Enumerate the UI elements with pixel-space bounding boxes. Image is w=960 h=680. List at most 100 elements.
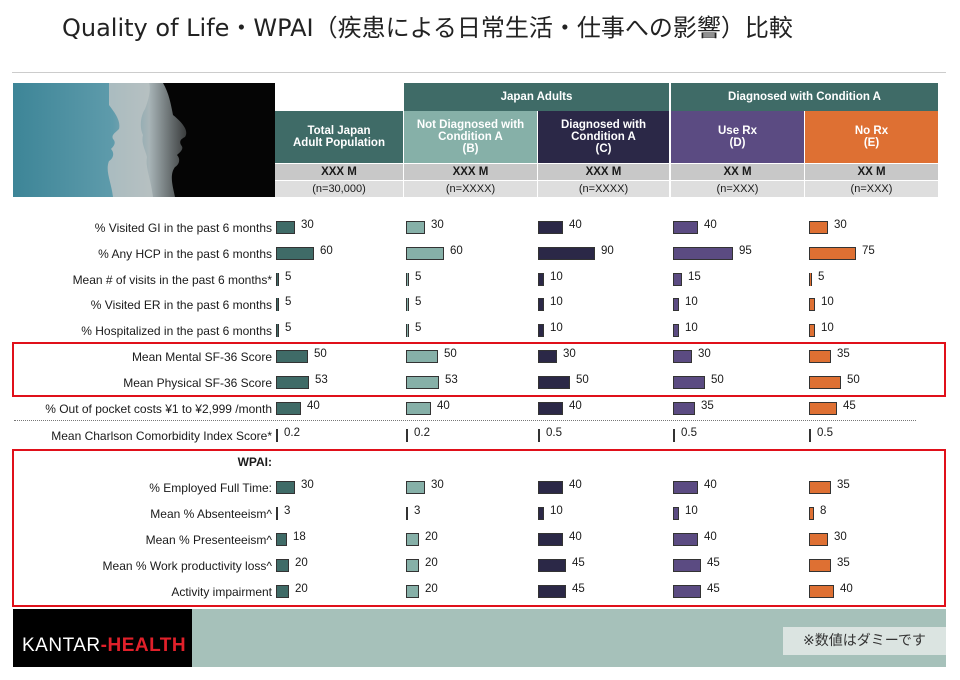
faces-silhouette-image bbox=[13, 83, 275, 197]
bar-value-label: 53 bbox=[445, 374, 458, 386]
bar-value-label: 8 bbox=[820, 505, 827, 517]
bar-value-label: 45 bbox=[707, 583, 720, 595]
bar-value-label: 50 bbox=[444, 348, 457, 360]
bar-value-label: 90 bbox=[601, 245, 614, 257]
bar-value-label: 30 bbox=[563, 348, 576, 360]
bar-value-label: 40 bbox=[704, 219, 717, 231]
bar bbox=[538, 324, 544, 337]
bar bbox=[538, 533, 563, 546]
bar-value-label: 45 bbox=[707, 557, 720, 569]
bar bbox=[276, 324, 279, 337]
column-header-total: Total Japan Adult Population bbox=[275, 111, 403, 163]
bar bbox=[809, 298, 815, 311]
column-header-use-rx-label: Use Rx bbox=[718, 125, 757, 137]
bar-value-label: 40 bbox=[704, 479, 717, 491]
dummy-data-note: ※数値はダミーです bbox=[783, 627, 946, 655]
bar bbox=[276, 481, 295, 494]
bar-value-label: 35 bbox=[837, 557, 850, 569]
bar-value-label: 0.5 bbox=[681, 427, 697, 439]
bar bbox=[406, 481, 425, 494]
bar bbox=[538, 350, 557, 363]
bar-value-label: 5 bbox=[818, 271, 825, 283]
bar-value-label: 30 bbox=[301, 479, 314, 491]
logo-dash: - bbox=[100, 635, 108, 656]
bar-value-label: 40 bbox=[307, 400, 320, 412]
bar-value-label: 10 bbox=[821, 322, 834, 334]
bar bbox=[673, 585, 701, 598]
column-header-not-diagnosed: Not Diagnosed with Condition A (B) bbox=[404, 111, 537, 163]
bar bbox=[673, 429, 675, 442]
bar bbox=[809, 273, 812, 286]
bar bbox=[538, 376, 570, 389]
bar-value-label: 30 bbox=[301, 219, 314, 231]
size-cell: XXX M bbox=[538, 164, 669, 180]
column-header-not-diagnosed-letter: (B) bbox=[462, 143, 479, 155]
size-cell: XX M bbox=[671, 164, 804, 180]
bar bbox=[276, 221, 295, 234]
row-label: Mean Mental SF-36 Score bbox=[131, 350, 272, 364]
bar bbox=[406, 324, 409, 337]
bar bbox=[538, 402, 563, 415]
bar-value-label: 18 bbox=[293, 531, 306, 543]
row-label: % Visited ER in the past 6 months bbox=[90, 298, 272, 312]
bar bbox=[673, 273, 682, 286]
bar bbox=[406, 221, 425, 234]
kantar-health-logo: KANTAR-HEALTH bbox=[22, 635, 186, 657]
bar bbox=[538, 247, 595, 260]
bar-value-label: 50 bbox=[314, 348, 327, 360]
row-label: % Out of pocket costs ¥1 to ¥2,999 /mont… bbox=[45, 402, 272, 416]
bar-value-label: 40 bbox=[569, 531, 582, 543]
bar bbox=[673, 376, 705, 389]
bar bbox=[673, 481, 698, 494]
bar bbox=[673, 221, 698, 234]
bar-value-label: 10 bbox=[685, 322, 698, 334]
bar bbox=[276, 376, 309, 389]
bar bbox=[538, 481, 563, 494]
bar-value-label: 5 bbox=[415, 296, 422, 308]
bar-value-label: 30 bbox=[431, 479, 444, 491]
bar-value-label: 20 bbox=[295, 583, 308, 595]
bar bbox=[809, 559, 831, 572]
bar bbox=[276, 273, 279, 286]
row-label: Activity impairment bbox=[171, 585, 272, 599]
bar-value-label: 10 bbox=[550, 296, 563, 308]
bar-value-label: 0.2 bbox=[284, 427, 300, 439]
bar bbox=[406, 429, 408, 442]
bar-value-label: 40 bbox=[840, 583, 853, 595]
bar-value-label: 50 bbox=[711, 374, 724, 386]
bar bbox=[809, 429, 811, 442]
bar bbox=[406, 402, 431, 415]
bar-value-label: 45 bbox=[843, 400, 856, 412]
bar bbox=[538, 429, 540, 442]
sf36-highlight-box bbox=[12, 342, 946, 397]
bar bbox=[673, 298, 679, 311]
bar-value-label: 0.5 bbox=[817, 427, 833, 439]
bar bbox=[406, 376, 439, 389]
sample-size-cell: (n=30,000) bbox=[275, 181, 403, 197]
column-header-no-rx-label: No Rx bbox=[854, 125, 889, 137]
logo-health: HEALTH bbox=[107, 635, 187, 656]
row-divider bbox=[14, 420, 916, 421]
bar-value-label: 50 bbox=[847, 374, 860, 386]
bar-value-label: 10 bbox=[685, 296, 698, 308]
column-header-use-rx: Use Rx (D) bbox=[671, 111, 804, 163]
bar-value-label: 35 bbox=[837, 479, 850, 491]
column-header-diagnosed-letter: (C) bbox=[595, 143, 612, 155]
row-label: Mean % Absenteeism^ bbox=[150, 507, 272, 521]
bar-value-label: 30 bbox=[431, 219, 444, 231]
bar bbox=[809, 376, 841, 389]
row-label: % Any HCP in the past 6 months bbox=[98, 247, 272, 261]
page-title: Quality of Life・WPAI（疾患による日常生活・仕事への影響）比較 bbox=[62, 14, 793, 42]
bar bbox=[673, 247, 733, 260]
row-label: Mean # of visits in the past 6 months* bbox=[72, 273, 272, 287]
bar-value-label: 53 bbox=[315, 374, 328, 386]
bar bbox=[276, 298, 279, 311]
bar bbox=[673, 402, 695, 415]
group-header-japan-adults: Japan Adults bbox=[404, 83, 669, 111]
bar bbox=[673, 324, 679, 337]
bar bbox=[809, 507, 814, 520]
bar bbox=[276, 350, 308, 363]
bar bbox=[276, 402, 301, 415]
bar bbox=[538, 273, 544, 286]
sample-size-cell: (n=XXXX) bbox=[538, 181, 669, 197]
